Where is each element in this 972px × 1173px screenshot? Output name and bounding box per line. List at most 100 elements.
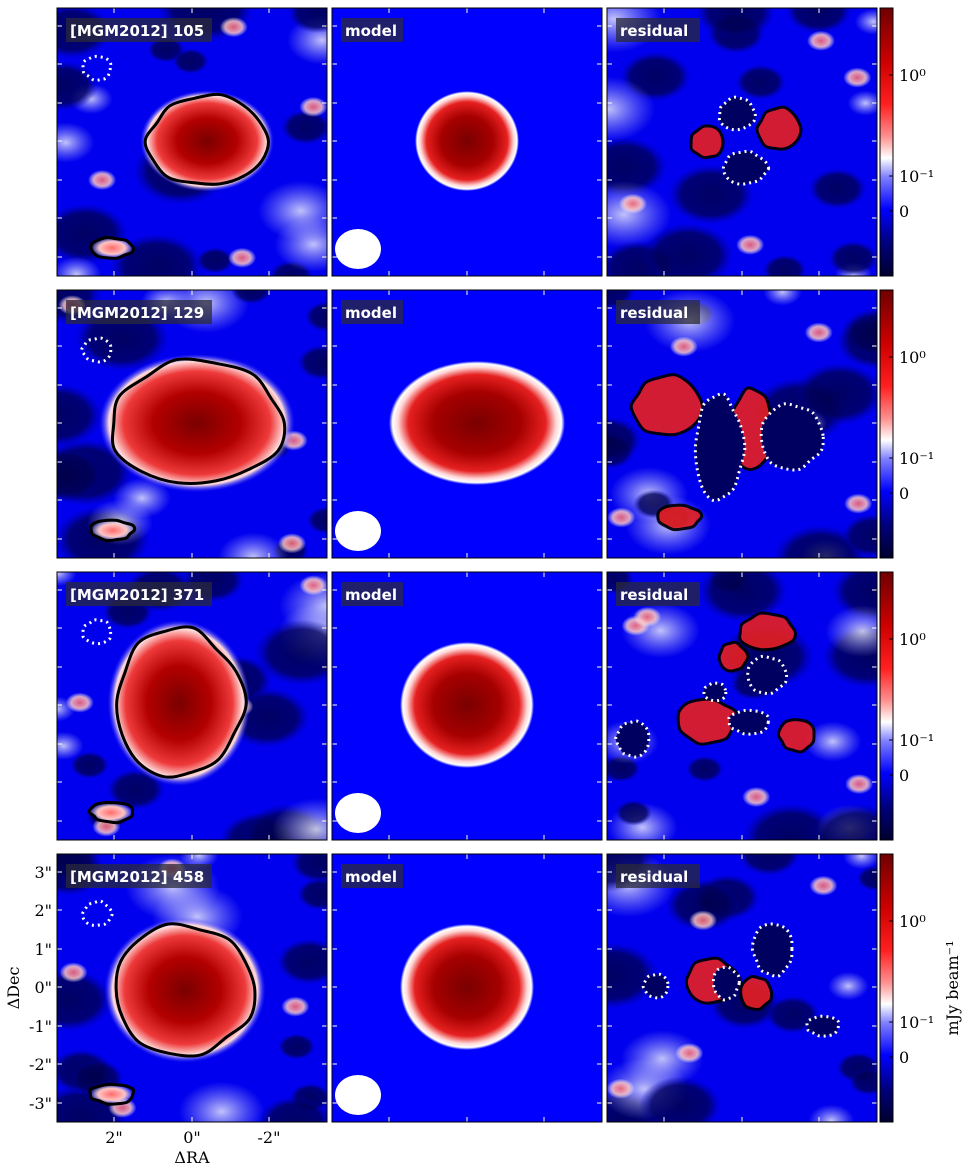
residual-negative (702, 681, 728, 703)
noise-patch (218, 532, 289, 558)
panel-tag: residual (620, 868, 688, 886)
colorbar-tick-label: 10⁰ (899, 348, 926, 367)
colorbar: 10⁰ 10⁻¹ 0 (879, 7, 934, 277)
y-tick-label: 1" (34, 940, 52, 959)
noise-patch (735, 64, 786, 100)
residual-positive (656, 503, 704, 532)
negative-contour (80, 336, 113, 364)
noise-patch (738, 854, 801, 876)
noise-patch (290, 854, 327, 883)
noise-bump (59, 962, 88, 983)
noise-patch (809, 803, 877, 840)
noise-bump (689, 910, 717, 931)
noise-patch (57, 61, 98, 111)
noise-patch (607, 416, 642, 463)
noise-patch (639, 1076, 722, 1122)
noise-patch (178, 1081, 265, 1122)
noise-bump (88, 170, 117, 190)
colorbar-gradient (879, 853, 894, 1123)
residual-negative (721, 149, 771, 186)
residual-positive (717, 640, 750, 673)
panel-model: model (331, 289, 603, 559)
panel-residual: residual (606, 289, 878, 559)
negative-contour (81, 54, 113, 82)
colorbar-label: mJy beam⁻¹ (943, 941, 962, 1036)
noise-patch (762, 254, 807, 276)
noise-bump (299, 575, 327, 596)
noise-patch (297, 878, 327, 911)
noise-bump (299, 96, 327, 117)
panel-tag: model (345, 22, 397, 40)
positive-contour (87, 800, 135, 825)
panel-tag: [MGM2012] 371 (70, 586, 204, 604)
residual-positive (676, 697, 740, 746)
panel-tag-bg (66, 300, 212, 324)
source-emission (140, 90, 274, 192)
residual-negative (746, 654, 789, 696)
panel-tag: [MGM2012] 105 (70, 22, 204, 40)
noise-patch (278, 1033, 316, 1060)
colorbar-tick-label: 10⁻¹ (899, 449, 934, 468)
panel-tag-bg (66, 18, 212, 42)
panel-tag-bg (66, 864, 212, 888)
residual-positive (738, 611, 797, 652)
x-axis-label: ΔRA (174, 1148, 210, 1167)
model-emission (400, 642, 534, 768)
source-emission (99, 354, 295, 492)
noise-patch (196, 247, 234, 274)
noise-bump (742, 787, 771, 807)
noise-bump (281, 996, 310, 1017)
panel-tag-bg (341, 864, 403, 888)
noise-patch (828, 971, 869, 1001)
noise-patch (110, 233, 204, 276)
noise-bump (807, 30, 835, 51)
colorbar-tick-label: 0 (899, 766, 909, 785)
colorbar-tick-label: 10⁰ (899, 912, 926, 931)
noise-patch (257, 180, 327, 241)
panel-residual: residual (606, 571, 878, 841)
noise-bump (736, 234, 765, 255)
noise-patch (57, 572, 77, 587)
negative-contour (81, 618, 113, 646)
noise-bump (804, 322, 833, 343)
colorbar-gradient (879, 571, 894, 841)
noise-bump (65, 692, 94, 713)
noise-patch (696, 8, 775, 40)
residual-positive (689, 124, 725, 160)
noise-patch (258, 1096, 327, 1122)
noise-patch (57, 256, 102, 276)
noise-patch (847, 90, 877, 116)
positive-contour (143, 92, 270, 186)
source-emission (107, 620, 251, 786)
noise-bump (607, 507, 636, 528)
noise-bump (607, 1078, 635, 1099)
colorbar: 10⁰ 10⁻¹ 0 (879, 853, 934, 1123)
positive-contour (88, 1082, 136, 1106)
residual-negative (805, 1014, 841, 1038)
colorbar-tick-label: 10⁻¹ (899, 1013, 934, 1032)
noise-patch (849, 1068, 877, 1096)
panel-tag-bg (66, 582, 212, 606)
noise-patch (615, 800, 652, 826)
colorbar-tick-label: 0 (899, 484, 909, 503)
noise-bump (809, 875, 838, 896)
residual-negative (750, 922, 794, 978)
colorbar: 10⁰ 10⁻¹ 0 (879, 289, 934, 559)
panel-tag: residual (620, 586, 688, 604)
residual-negative (693, 392, 747, 503)
colorbar-tick-label: 10⁰ (899, 66, 926, 85)
y-axis-label: ΔDec (4, 967, 23, 1010)
panel-residual: residual (606, 853, 878, 1123)
positive-contour (114, 922, 257, 1058)
panel-tag-bg (341, 18, 403, 42)
noise-patch (57, 969, 113, 1032)
noise-bump (843, 67, 872, 88)
noise-patch (686, 756, 724, 782)
noise-patch (843, 854, 877, 870)
colorbar-tick-label: 10⁰ (899, 630, 926, 649)
noise-patch (172, 48, 209, 74)
colorbar-tick-label: 10⁻¹ (899, 731, 934, 750)
noise-patch (642, 223, 734, 276)
noise-patch (763, 290, 802, 306)
